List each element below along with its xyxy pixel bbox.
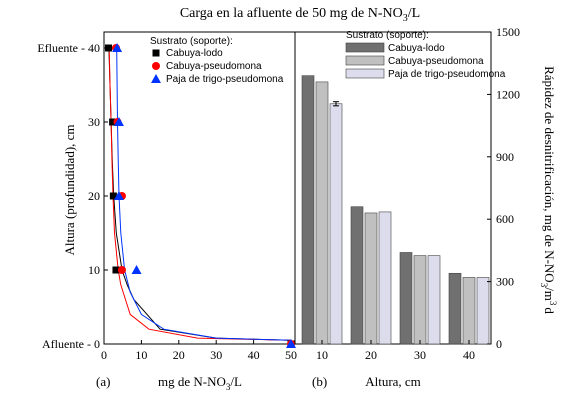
legend-label: Paja de trigo-pseudomona	[166, 74, 284, 85]
bar	[350, 206, 364, 345]
y-tick-label: 0	[496, 337, 502, 351]
chart-title-end: /L	[408, 6, 420, 21]
panel-a-xlabel-end: /L	[230, 374, 242, 389]
y-tick-label: 10	[88, 263, 100, 277]
panel-b: 0 300 600 900 1200 1500 10 20 30 40 Rápidez de de…	[294, 25, 558, 389]
legend-swatch	[345, 68, 385, 79]
y-tick-label: 1200	[496, 87, 520, 101]
panel-a-legend-title: Sustrato (soporte):	[150, 36, 233, 47]
panel-b-bars	[301, 75, 490, 345]
bar	[329, 103, 343, 345]
x-tick-label: 10	[316, 348, 328, 362]
y-tick-label: 1500	[496, 25, 520, 39]
panel-a-legend: Sustrato (soporte): Cabuya-lodo Cabuya-ps…	[150, 36, 284, 85]
legend-label: Paja de trigo-pseudomona	[388, 69, 506, 80]
legend-swatch	[345, 55, 385, 66]
chart-title: Carga en la afluente de 50 mg de N-NO3/L	[180, 6, 420, 24]
data-point	[112, 266, 120, 274]
panel-b-legend-title: Sustrato (soporte):	[346, 30, 429, 41]
legend-swatch	[345, 42, 385, 53]
panel-b-ylabel: Rápidez de desnitrificación, mg de N-NO3…	[539, 66, 558, 314]
fit-curve	[108, 47, 292, 341]
x-tick-label: 30	[210, 348, 222, 362]
legend-label: Cabuya-lodo	[388, 43, 445, 54]
data-point	[152, 49, 160, 57]
panel-a: 0 10 20 30 40 50 Afluente - 0 10 20 30 Efluente - …	[37, 31, 297, 392]
data-point	[112, 43, 123, 52]
y-tick-label: 20	[88, 189, 100, 203]
panel-a-xlabel-main: mg de N-NO	[158, 374, 226, 389]
panel-b-label: (b)	[312, 374, 327, 389]
bar	[378, 211, 392, 345]
panel-a-ylabel: Altura (profundidad), cm	[62, 124, 77, 255]
panel-b-ticks: 0 300 600 900 1200 1500 10 20 30 40	[316, 25, 520, 362]
data-point	[113, 117, 124, 126]
panel-a-xlabel: mg de N-NO3/L	[158, 374, 242, 392]
y-tick-label: Afluente - 0	[42, 337, 100, 351]
data-point	[131, 265, 142, 274]
bar	[399, 252, 413, 345]
x-tick-label: 40	[248, 348, 260, 362]
y-tick-label: 600	[496, 212, 514, 226]
x-tick-label: 30	[414, 348, 426, 362]
panel-a-points	[104, 43, 296, 348]
chart-title-main: Carga en la afluente de 50 mg de N-NO	[180, 6, 403, 21]
panel-b-xlabel: Altura, cm	[365, 374, 421, 389]
bar	[462, 277, 476, 345]
data-point	[109, 192, 117, 200]
x-tick-label: 0	[101, 348, 107, 362]
fit-curve	[116, 47, 292, 341]
chart-title-sub: 3	[403, 13, 408, 24]
legend-label: Cabuya-pseudomona	[166, 61, 262, 72]
x-tick-label: 50	[285, 348, 297, 362]
bar	[427, 255, 441, 345]
x-tick-label: 20	[365, 348, 377, 362]
panel-b-ylabel-end: d	[542, 307, 557, 314]
data-point	[117, 266, 126, 274]
bar	[315, 81, 329, 345]
fit-curve	[108, 47, 292, 341]
panel-b-frame	[294, 31, 492, 345]
bar	[476, 277, 490, 345]
panel-b-ylabel-mid: /m	[542, 287, 557, 301]
panel-a-xlabel-sub: 3	[226, 382, 231, 392]
y-tick-label: 300	[496, 275, 514, 289]
x-tick-label: 40	[463, 348, 475, 362]
data-point	[152, 62, 160, 70]
data-point	[286, 339, 296, 348]
x-tick-label: 10	[135, 348, 147, 362]
data-point	[104, 44, 112, 52]
data-point	[113, 191, 124, 200]
bar	[413, 255, 427, 345]
bar	[364, 212, 378, 345]
data-point	[151, 74, 161, 83]
data-point	[109, 118, 117, 126]
x-tick-label: 20	[173, 348, 185, 362]
panel-a-label: (a)	[96, 374, 110, 389]
panel-a-curves	[108, 47, 292, 341]
y-tick-label: 30	[88, 115, 100, 129]
bar	[448, 272, 462, 345]
panel-b-ylabel-main: Rápidez de desnitrificación, mg de N-NO	[542, 66, 557, 283]
panel-a-ticks: 0 10 20 30 40 50 Afluente - 0 10 20 30 Efluente - …	[37, 41, 297, 362]
bar	[301, 75, 315, 345]
legend-label: Cabuya-pseudomona	[388, 56, 484, 67]
panel-b-legend: Sustrato (soporte): Cabuya-lodo Cabuya-ps…	[345, 30, 506, 80]
y-tick-label: Efluente - 40	[37, 41, 100, 55]
panel-b-ylabel-sup: 3	[548, 301, 558, 306]
panel-b-ylabel-sub: 3	[539, 283, 549, 288]
legend-label: Cabuya-lodo	[166, 48, 223, 59]
y-tick-label: 900	[496, 150, 514, 164]
